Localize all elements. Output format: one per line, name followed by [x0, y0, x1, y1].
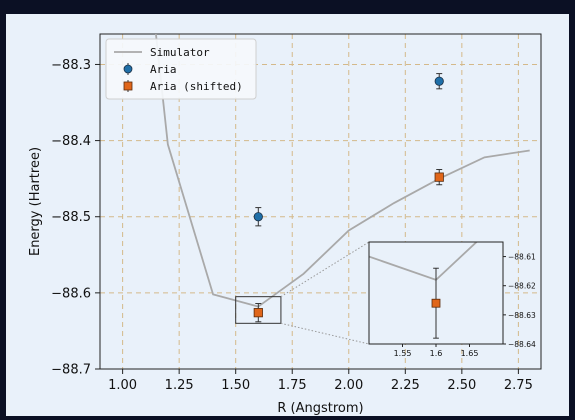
x-tick-label: 1.25: [165, 378, 194, 393]
legend-aria-shifted-marker: [123, 81, 133, 91]
x-tick-label: 2.75: [504, 378, 533, 393]
aria-shifted-point-marker: [431, 298, 441, 308]
zoom-box: [235, 296, 282, 324]
y-tick-label: −88.3: [51, 58, 91, 73]
y-tick-label: −88.5: [51, 210, 91, 225]
x-tick-label: 1.00: [108, 378, 137, 393]
inset-plot: 1.55 1.6 1.65 −88.61 −88.62 −88.63 −88.64: [368, 241, 536, 358]
aria-point-marker: [253, 212, 263, 222]
x-tick-label: 1.75: [278, 378, 307, 393]
zoom-indicator: [235, 241, 370, 345]
aria-point-marker: [434, 76, 444, 86]
zoom-connector: [280, 322, 370, 345]
aria-shifted-point: [253, 303, 263, 323]
legend-aria-marker: [123, 64, 133, 74]
x-ticks: 1.00 1.25 1.50 1.75 2.00 2.25 2.50 2.75: [108, 369, 533, 393]
y-tick-label: −88.4: [51, 134, 91, 149]
aria-point: [253, 207, 263, 227]
inset-y-tick-label: −88.61: [508, 253, 536, 262]
legend-label: Simulator: [150, 46, 210, 59]
x-tick-label: 2.25: [391, 378, 420, 393]
chart: 1.00 1.25 1.50 1.75 2.00 2.25 2.50 2.75 −88.3−8…: [28, 33, 542, 416]
legend-label: Aria (shifted): [150, 80, 243, 93]
y-tick-label: −88.6: [51, 286, 91, 301]
inset-x-tick-label: 1.6: [430, 349, 443, 358]
series-layer: [155, 34, 530, 323]
inset-y-tick-label: −88.63: [508, 311, 536, 320]
x-tick-label: 1.50: [221, 378, 250, 393]
plot-frame: [99, 33, 542, 370]
inset-y-tick-label: −88.64: [508, 340, 536, 349]
aria-shifted-point-marker: [434, 172, 444, 182]
x-axis-label: R (Angstrom): [277, 401, 363, 416]
aria-shifted-point: [431, 267, 441, 339]
inset-x-tick-label: 1.65: [461, 349, 479, 358]
y-ticks: −88.3 −88.4 −88.5 −88.6 −88.7: [51, 58, 100, 378]
inset-x-tick-label: 1.55: [394, 349, 412, 358]
simulator-line: [155, 34, 530, 308]
y-axis-label: Energy (Hartree): [28, 147, 43, 256]
legend-box: [105, 38, 257, 100]
inset-y-tick-label: −88.62: [508, 282, 536, 291]
y-tick-label: −88.7: [51, 363, 91, 378]
inset-border: [368, 241, 504, 345]
aria-shifted-point: [434, 169, 444, 186]
figure-panel: 1.00 1.25 1.50 1.75 2.00 2.25 2.50 2.75 −88.3 −8…: [6, 14, 569, 416]
x-tick-label: 2.50: [447, 378, 476, 393]
aria-shifted-point-marker: [253, 308, 263, 318]
legend-label: Aria: [150, 63, 177, 76]
x-tick-label: 2.00: [334, 378, 363, 393]
aria-point: [434, 73, 444, 90]
legend: Simulator Aria Aria (shifted): [105, 38, 257, 100]
